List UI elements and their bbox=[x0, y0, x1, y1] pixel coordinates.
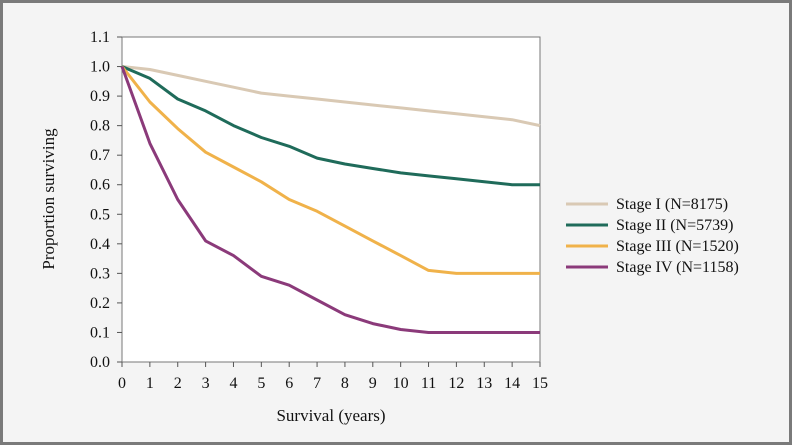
y-tick-label: 1.0 bbox=[90, 59, 110, 76]
x-tick-label: 2 bbox=[174, 375, 182, 392]
series-line-stage-2 bbox=[121, 65, 540, 187]
series-lines bbox=[120, 65, 541, 334]
y-tick-label: 0.9 bbox=[90, 88, 110, 105]
y-tick-label: 0.4 bbox=[90, 236, 110, 253]
series-line-stage-4 bbox=[120, 65, 540, 334]
x-tick-label: 0 bbox=[118, 375, 126, 392]
x-axis-title: Survival (years) bbox=[276, 406, 385, 425]
legend: Stage I (N=8175) Stage II (N=5739) Stage I… bbox=[566, 196, 739, 276]
legend-item: Stage III (N=1520) bbox=[566, 238, 739, 255]
x-tick-label: 13 bbox=[476, 375, 492, 392]
legend-label: Stage III (N=1520) bbox=[616, 238, 739, 255]
y-tick-label: 0.0 bbox=[90, 354, 110, 371]
x-tick-label: 8 bbox=[341, 375, 349, 392]
x-tick-label: 12 bbox=[448, 375, 464, 392]
plot-area bbox=[121, 36, 541, 363]
y-tick-label: 1.1 bbox=[90, 29, 110, 46]
series-line-stage-1 bbox=[121, 65, 541, 128]
x-tick-label: 6 bbox=[285, 375, 293, 392]
x-tick-label: 4 bbox=[229, 375, 237, 392]
y-axis-title: Proportion surviving bbox=[39, 128, 58, 270]
y-tick-label: 0.2 bbox=[90, 295, 110, 312]
x-axis: 0 1 2 3 4 5 6 7 8 9 10 11 12 13 14 15 bbox=[118, 362, 548, 392]
x-tick-label: 11 bbox=[421, 375, 436, 392]
plot-background bbox=[121, 36, 541, 363]
x-tick-label: 15 bbox=[532, 375, 548, 392]
x-tick-label: 7 bbox=[313, 375, 321, 392]
legend-item: Stage I (N=8175) bbox=[566, 196, 728, 213]
y-tick-label: 0.3 bbox=[90, 265, 110, 282]
x-tick-label: 3 bbox=[202, 375, 210, 392]
x-tick-label: 10 bbox=[393, 375, 409, 392]
y-tick-label: 0.5 bbox=[90, 206, 110, 223]
x-tick-label: 1 bbox=[146, 375, 154, 392]
y-tick-label: 0.7 bbox=[90, 147, 110, 164]
legend-item: Stage IV (N=1158) bbox=[566, 259, 739, 276]
x-tick-label: 5 bbox=[257, 375, 265, 392]
y-tick-label: 0.6 bbox=[90, 177, 110, 194]
legend-label: Stage IV (N=1158) bbox=[616, 259, 739, 276]
legend-label: Stage I (N=8175) bbox=[616, 196, 728, 213]
x-tick-label: 14 bbox=[504, 375, 520, 392]
y-tick-label: 0.1 bbox=[90, 324, 110, 341]
x-tick-label: 9 bbox=[369, 375, 377, 392]
legend-label: Stage II (N=5739) bbox=[616, 217, 733, 234]
y-axis: 0.0 0.1 0.2 0.3 0.4 0.5 0.6 0.7 0.8 0.9 1.0 1.1 bbox=[90, 29, 122, 371]
series-line-stage-3 bbox=[120, 65, 540, 275]
y-tick-label: 0.8 bbox=[90, 118, 110, 135]
legend-item: Stage II (N=5739) bbox=[566, 217, 733, 234]
